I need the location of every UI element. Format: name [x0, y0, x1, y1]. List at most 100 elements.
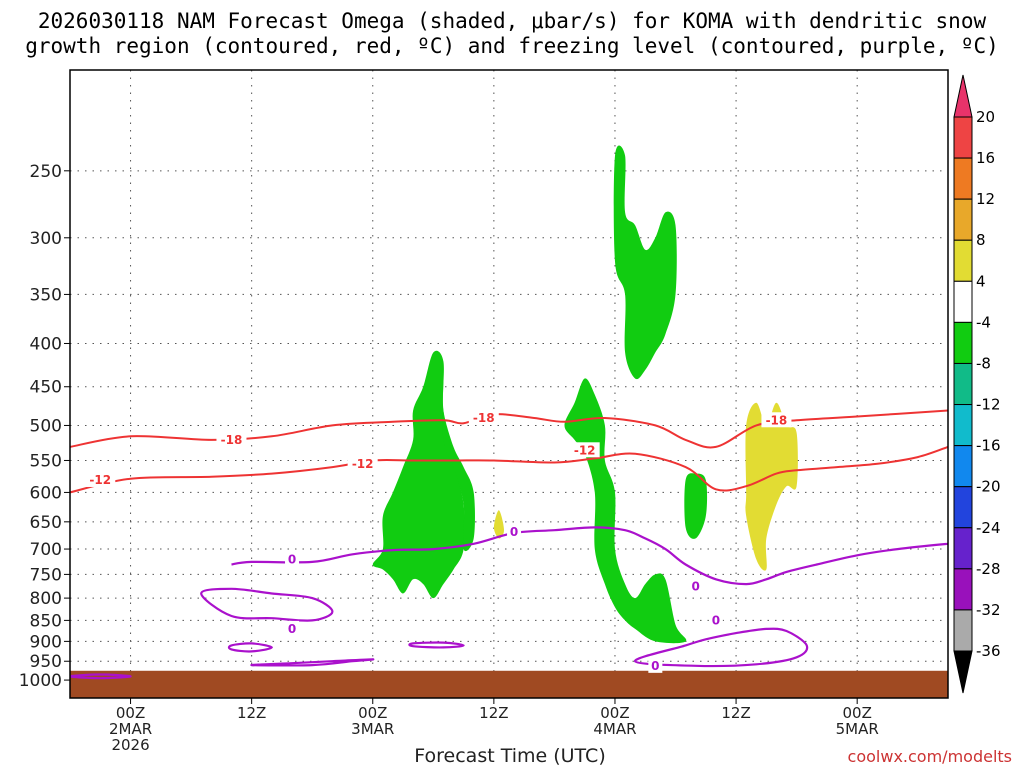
colorbar-label-7: -12: [976, 396, 1001, 414]
contour-label-3: -18: [766, 413, 788, 427]
x-tick-label-24-0: 00Z: [358, 704, 387, 722]
colorbar-label-1: 16: [976, 149, 995, 167]
freezing-contour-1: [231, 526, 948, 586]
omega-region-descent-small-3mar: [493, 510, 504, 539]
y-tick-label-850: 850: [30, 611, 62, 631]
colorbar-segment-6: [953, 321, 973, 364]
contour-label-bg-1: [216, 431, 247, 447]
colorbar-label-4: 4: [976, 272, 986, 290]
y-tick-label-750: 750: [30, 565, 62, 585]
contour-layer: [70, 409, 948, 680]
contour-labels: -18 -18 -18 -12 -12 -12 0 0 0 0 0 0: [85, 410, 792, 673]
freezing-contour-2: [200, 587, 334, 622]
colorbar-segment-9: [953, 445, 973, 488]
omega-region-ascent-small-4mar: [684, 473, 708, 539]
x-tick-label-0-2: 2026: [111, 736, 149, 754]
colorbar-segment-1: [953, 116, 973, 159]
contour-label-bg-8: [507, 523, 522, 539]
y-tick-label-450: 450: [30, 378, 62, 398]
contour-label-1: -18: [221, 433, 243, 447]
omega-region-descent-4mar: [745, 402, 798, 571]
colorbar-label-6: -8: [976, 354, 991, 372]
y-tick-label-350: 350: [30, 285, 62, 305]
colorbar-segment-8: [953, 404, 973, 447]
colorbar-segment-3: [953, 198, 973, 241]
x-tick-label-48-0: 00Z: [600, 704, 629, 722]
credit-text[interactable]: coolwx.com/modelts: [848, 747, 1012, 766]
dgz-contour-1: [70, 409, 948, 449]
contour-label-bg-7: [285, 551, 300, 567]
contour-label-bg-2: [468, 410, 499, 426]
y-tick-label-900: 900: [30, 632, 62, 652]
y-tick-label-800: 800: [30, 589, 62, 609]
freezing-contour-3: [633, 627, 809, 668]
dgz-contour-2: [70, 445, 948, 494]
y-tick-label-400: 400: [30, 334, 62, 354]
y-tick-label-950: 950: [30, 652, 62, 672]
x-tick-label-0-1: 2MAR: [109, 720, 152, 738]
omega-region-ascent-core-3mar: [372, 350, 465, 599]
x-axis-label: Forecast Time (UTC): [414, 745, 605, 767]
y-tick-label-1000: 1000: [19, 671, 62, 691]
terrain-ground: [70, 670, 948, 698]
x-tick-label-72-1: 5MAR: [836, 720, 879, 738]
colorbar-label-9: -20: [976, 478, 1001, 496]
colorbar-bottom-arrow: [953, 650, 973, 694]
x-tick-label-36-0: 12Z: [479, 704, 508, 722]
freezing-contour-6: [408, 641, 465, 649]
y-tick-label-600: 600: [30, 483, 62, 503]
freezing-contour-5: [227, 642, 273, 653]
y-tick-label-700: 700: [30, 540, 62, 560]
contour-label-bg-9: [688, 578, 703, 594]
y-axis: 2503003504004505005506006507007508008509…: [19, 162, 70, 691]
colorbar-segment-4: [953, 239, 973, 282]
colorbar: 20 16 12 8 4 -4 -8 -12 -16 -20 -24 -28 -32 -36: [953, 74, 1001, 694]
contour-label-bg-4: [85, 471, 116, 487]
colorbar-label-5: -4: [976, 313, 991, 331]
colorbar-segment-7: [953, 362, 973, 406]
freezing-contour-7: [250, 658, 375, 667]
colorbar-segment-11: [953, 527, 973, 570]
chart-title-line2: growth region (contoured, red, ºC) and f…: [25, 34, 999, 58]
contour-label-bg-12: [648, 657, 663, 673]
x-tick-label-48-1: 4MAR: [593, 720, 636, 738]
contour-label-bg-10: [708, 612, 723, 628]
x-tick-label-0-0: 00Z: [116, 704, 145, 722]
contour-label-bg-11: [285, 620, 300, 636]
colorbar-label-10: -24: [976, 519, 1001, 537]
terrain-layer: [70, 670, 948, 698]
x-tick-label-24-1: 3MAR: [351, 720, 394, 738]
freezing-contour-4: [70, 673, 132, 680]
y-tick-label-500: 500: [30, 416, 62, 436]
plot-frame: [69, 69, 949, 699]
contour-label-7: 0: [288, 552, 296, 566]
contour-label-8: 0: [510, 525, 518, 539]
colorbar-segment-10: [953, 486, 973, 529]
y-tick-label-650: 650: [30, 513, 62, 533]
contour-label-11: 0: [288, 622, 296, 636]
y-tick-label-550: 550: [30, 451, 62, 471]
colorbar-label-3: 8: [976, 231, 986, 249]
contour-label-12: 0: [651, 659, 659, 673]
colorbar-label-8: -16: [976, 437, 1001, 455]
chart-title-line1: 2026030118 NAM Forecast Omega (shaded, μ…: [38, 9, 987, 33]
colorbar-segment-12: [953, 568, 973, 611]
contour-label-4: -12: [89, 473, 111, 487]
colorbar-segment-13: [953, 609, 973, 652]
contour-label-10: 0: [712, 613, 720, 627]
contour-label-2: -18: [473, 411, 495, 425]
colorbar-top-arrow: [953, 74, 973, 118]
x-tick-label-12-0: 12Z: [237, 704, 266, 722]
colorbar-label-0: 20: [976, 108, 995, 126]
omega-region-ascent-column-3mar: [442, 377, 475, 552]
contour-label-bg-5: [347, 455, 378, 471]
colorbar-label-13: -36: [976, 642, 1001, 660]
y-tick-label-300: 300: [30, 229, 62, 249]
contour-label-9: 0: [692, 579, 700, 593]
contour-label-bg-3: [761, 412, 792, 428]
plot-area: [70, 70, 948, 698]
contour-label-bg-6: [569, 442, 600, 458]
omega-region-ascent-upper-4mar: [613, 145, 677, 380]
